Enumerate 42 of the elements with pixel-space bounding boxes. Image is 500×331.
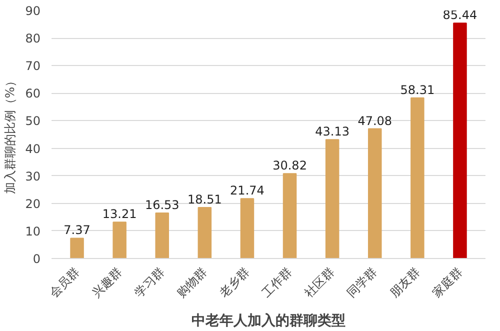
y-tick-label: 40	[25, 142, 41, 156]
x-tick-label: 购物群	[174, 264, 210, 300]
bar	[240, 198, 254, 258]
x-tick-label: 老乡群	[216, 264, 252, 300]
bar	[282, 173, 297, 258]
y-tick-label: 50	[25, 114, 41, 128]
y-tick-label: 70	[25, 59, 41, 74]
data-label: 7.37	[64, 223, 90, 238]
x-axis-title: 中老年人加入的群聊类型	[192, 312, 346, 329]
data-label: 58.31	[400, 82, 435, 97]
bar	[368, 128, 382, 258]
x-tick-label: 工作群	[259, 264, 295, 300]
bar	[410, 97, 424, 258]
y-tick-label: 0	[32, 252, 41, 266]
y-axis-title: 加入群聊的比例（%）	[3, 74, 18, 194]
y-tick-label: 90	[25, 4, 41, 18]
data-label: 43.13	[315, 124, 350, 139]
data-label: 18.51	[188, 192, 222, 206]
x-tick-label: 朋友群	[387, 264, 422, 300]
bar	[112, 222, 126, 258]
x-tick-label: 会员群	[46, 264, 82, 300]
data-label: 16.53	[144, 198, 180, 212]
data-label: 21.74	[230, 184, 264, 198]
data-label: 30.82	[272, 158, 307, 173]
x-tick-label: 家庭群	[430, 264, 465, 300]
bar	[155, 212, 170, 258]
y-tick-label: 20	[25, 196, 41, 211]
x-tick-label: 同学群	[344, 264, 380, 300]
y-tick-label: 60	[25, 86, 41, 101]
x-tick-label: 兴趣群	[89, 264, 125, 300]
y-tick-label: 80	[25, 32, 41, 46]
data-label: 47.08	[358, 114, 392, 128]
data-label: 13.21	[102, 207, 137, 222]
x-tick-label: 学习群	[132, 264, 168, 300]
y-tick-label: 10	[25, 224, 41, 238]
x-tick-label: 社区群	[302, 264, 338, 300]
bar	[198, 206, 212, 258]
bar	[453, 22, 467, 258]
bar	[70, 238, 84, 258]
bar	[325, 139, 340, 258]
y-tick-label: 30	[25, 169, 41, 184]
data-label: 85.44	[442, 8, 478, 22]
